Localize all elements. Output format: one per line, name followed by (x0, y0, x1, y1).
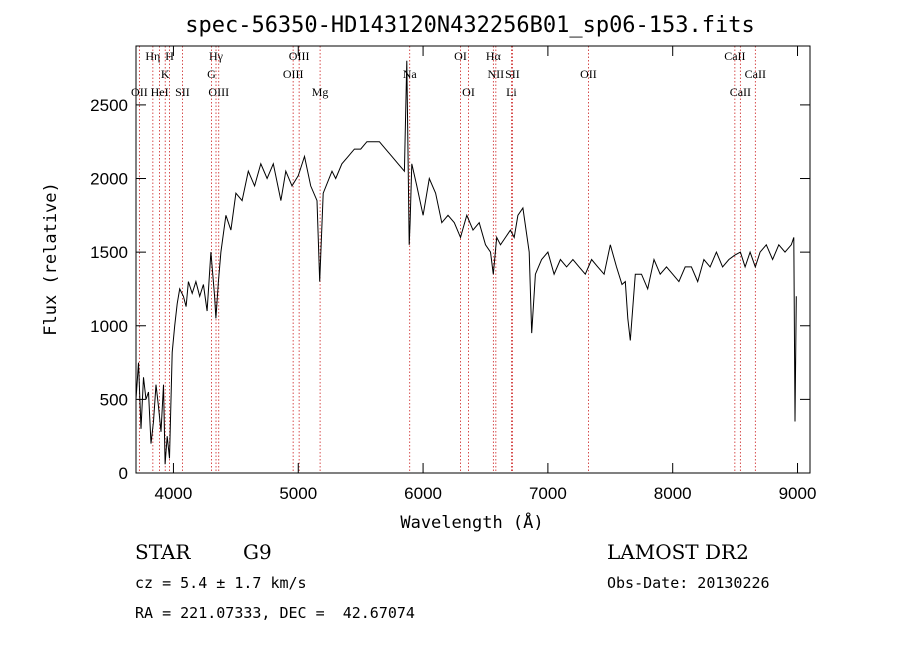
line-marker-label: SII (175, 85, 190, 99)
line-marker-label: OI (462, 85, 475, 99)
object-class: STAR (135, 540, 191, 564)
line-marker-label: Mg (312, 85, 329, 99)
y-tick-label: 500 (100, 390, 128, 409)
y-tick-label: 2500 (90, 96, 128, 115)
line-marker-label: H (165, 49, 174, 63)
line-marker-label: Na (403, 67, 418, 81)
y-tick-label: 2000 (90, 170, 128, 189)
line-marker-label: CaII (745, 67, 766, 81)
y-tick-label: 1500 (90, 243, 128, 262)
line-marker-label: G (207, 67, 216, 81)
sky-coordinates: RA = 221.07333, DEC = 42.67074 (135, 604, 415, 622)
line-marker-label: NII (488, 67, 505, 81)
line-marker-label: K (161, 67, 170, 81)
line-marker-label: OIII (208, 85, 229, 99)
line-marker-label: OII (131, 85, 148, 99)
spectrum-line (135, 60, 797, 465)
x-tick-label: 8000 (654, 484, 692, 503)
line-marker-label: OII (580, 67, 597, 81)
y-axis-label: Flux (relative) (41, 182, 61, 336)
survey-name: LAMOST DR2 (607, 540, 749, 564)
redshift-cz: cz = 5.4 ± 1.7 km/s (135, 574, 307, 592)
line-marker-label: SII (505, 67, 520, 81)
x-tick-label: 5000 (279, 484, 317, 503)
plot-frame (135, 45, 811, 474)
y-tick-label: 1000 (90, 317, 128, 336)
x-tick-label: 6000 (404, 484, 442, 503)
line-marker-label: Hγ (209, 49, 224, 63)
line-marker-label: CaII (724, 49, 745, 63)
chart-title: spec-56350-HD143120N432256B01_sp06-153.f… (185, 13, 755, 38)
line-marker-label: CaII (730, 85, 751, 99)
x-tick-label: 4000 (155, 484, 193, 503)
line-marker-label: OIII (283, 67, 304, 81)
axis-ticks: 4000 5000 6000 7000 8000 9000 0 500 1000 1500 2000… (90, 46, 816, 503)
x-axis-label: Wavelength (Å) (400, 511, 543, 533)
line-marker-label: Hη (145, 49, 160, 63)
line-marker-label: Li (506, 85, 517, 99)
line-markers: OII Hη HeI KH SII Hγ G OIII OIII OIII Mg Na OI OI Hα NI… (131, 46, 766, 473)
line-marker-label: Hα (486, 49, 502, 63)
line-marker-label: HeI (151, 85, 169, 99)
observation-date: Obs-Date: 20130226 (607, 574, 770, 592)
x-tick-label: 9000 (779, 484, 817, 503)
y-tick-label: 0 (119, 464, 128, 483)
object-subclass: G9 (243, 540, 272, 564)
line-marker-label: OIII (289, 49, 310, 63)
line-marker-label: OI (454, 49, 467, 63)
x-tick-label: 7000 (529, 484, 567, 503)
